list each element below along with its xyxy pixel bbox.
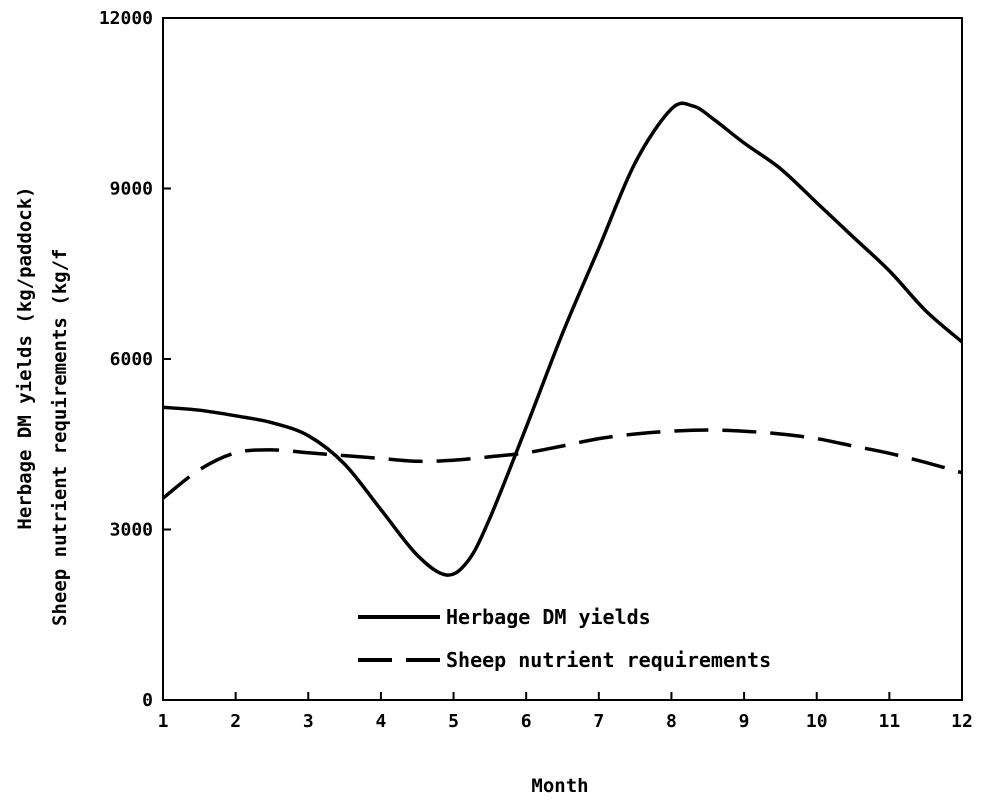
x-tick-label: 6 xyxy=(521,711,532,732)
x-tick-label: 10 xyxy=(806,711,828,732)
axis-titles: Month Herbage DM yields (kg/paddock) She… xyxy=(14,186,589,797)
x-tick-label: 9 xyxy=(739,711,750,732)
series-line-sheep-nutrient-requirements xyxy=(161,428,963,500)
x-tick-label: 4 xyxy=(375,711,386,732)
legend: Herbage DM yields Sheep nutrient requirem… xyxy=(358,605,771,672)
legend-label: Sheep nutrient requirements xyxy=(446,648,771,672)
y-tick-label: 12000 xyxy=(99,8,153,29)
y-tick-label: 0 xyxy=(142,690,153,711)
x-axis: 1 2 3 4 5 6 7 8 9 10 11 12 xyxy=(158,692,973,732)
x-tick-label: 1 xyxy=(158,711,169,732)
y-axis-title-line-1: Herbage DM yields (kg/paddock) xyxy=(14,186,36,529)
series-layer xyxy=(161,101,964,577)
y-axis: 0 3000 6000 9000 12000 xyxy=(99,8,171,711)
y-tick-label: 9000 xyxy=(110,179,153,200)
series-line-herbage-dm-yields xyxy=(162,101,964,577)
plot-frame xyxy=(162,17,963,701)
plot-area-border xyxy=(162,17,963,701)
y-tick-label: 6000 xyxy=(110,349,153,370)
x-tick-label: 12 xyxy=(951,711,973,732)
legend-label: Herbage DM yields xyxy=(446,605,651,629)
x-tick-label: 2 xyxy=(230,711,241,732)
y-tick-label: 3000 xyxy=(110,520,153,541)
x-tick-label: 8 xyxy=(666,711,677,732)
x-tick-label: 5 xyxy=(448,711,459,732)
y-axis-title-line-2: Sheep nutrient requirements (kg/f xyxy=(49,249,71,627)
x-tick-label: 7 xyxy=(593,711,604,732)
x-tick-label: 3 xyxy=(303,711,314,732)
x-axis-title: Month xyxy=(531,775,588,797)
x-tick-label: 11 xyxy=(879,711,901,732)
